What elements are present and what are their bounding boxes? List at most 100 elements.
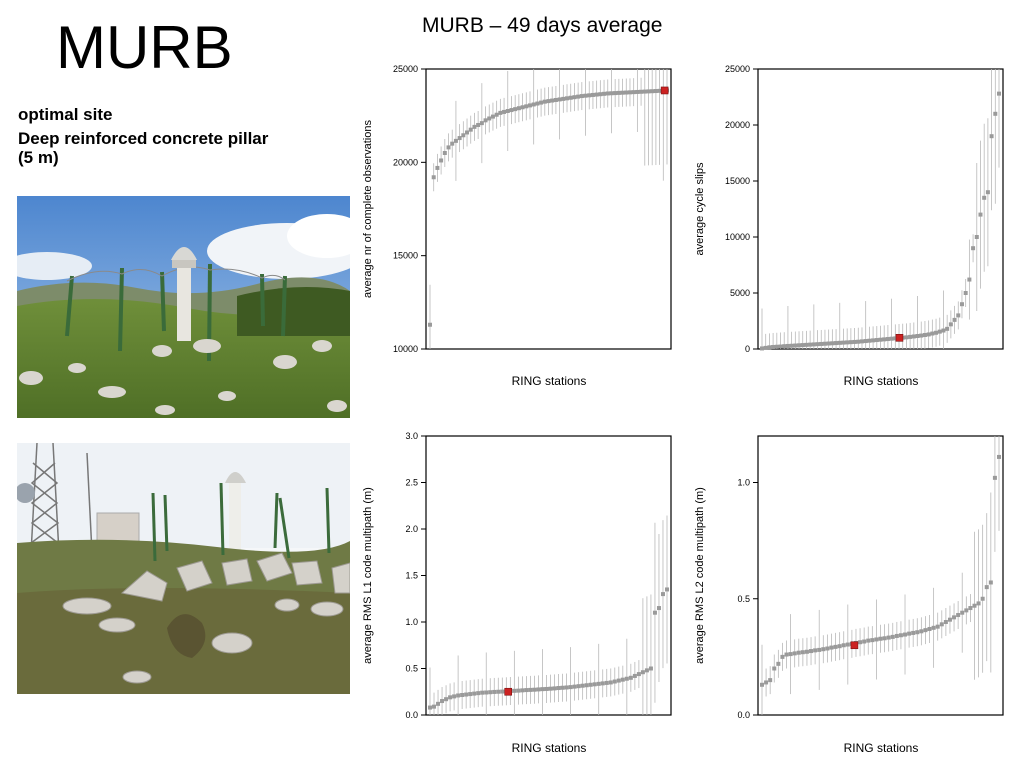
chart4-ylabel: average RMS L2 code multipath (m)	[694, 487, 706, 664]
chart3-point	[656, 606, 661, 611]
chart2-point	[771, 344, 776, 349]
chart1-point	[520, 105, 525, 110]
chart2-point	[885, 337, 890, 342]
chart4-point	[915, 630, 920, 635]
chart1-ytick-label: 20000	[393, 157, 418, 167]
chart4-point	[862, 639, 867, 644]
chart1-point	[561, 96, 566, 101]
chart4-point	[907, 631, 912, 636]
chart2-point	[904, 335, 909, 340]
chart4-point	[837, 644, 842, 649]
chart4-point	[772, 666, 777, 671]
chart1-point	[646, 89, 651, 94]
chart1-point	[442, 151, 447, 155]
chart2-point	[878, 337, 883, 342]
chart4-frame	[757, 435, 1004, 716]
chart2-point	[834, 341, 839, 346]
chart4-point	[841, 643, 846, 648]
chart1-point	[576, 94, 581, 99]
chart1-frame	[425, 68, 672, 350]
chart3-point	[556, 686, 561, 691]
chart3-point	[648, 666, 653, 671]
chart1-point	[568, 95, 573, 100]
chart1-point	[661, 88, 666, 93]
chart2-point	[911, 334, 916, 339]
charts-title: MURB – 49 days average	[422, 14, 663, 37]
chart4-point	[947, 617, 952, 622]
chart3-ytick-label: 2.0	[405, 524, 418, 534]
chart4-ytick-label: 0.0	[737, 710, 750, 720]
chart4-point	[849, 641, 854, 646]
site-quality-label: optimal site	[18, 105, 113, 124]
chart4-point	[984, 585, 989, 590]
chart2-ytick-label: 0	[745, 344, 750, 354]
chart3-point	[480, 690, 485, 695]
chart2-point	[993, 111, 998, 116]
chart3-point	[496, 689, 501, 694]
chart2-point	[963, 291, 968, 295]
chart3-point	[516, 688, 521, 693]
chart1-point	[428, 322, 432, 327]
chart3-ytick-label: 3.0	[405, 431, 418, 441]
chart3-point	[576, 684, 581, 689]
chart1-xlabel: RING stations	[511, 374, 587, 388]
chart3-point	[608, 680, 613, 685]
chart4-point	[760, 682, 764, 687]
chart4-point	[972, 603, 977, 608]
chart1-point	[457, 136, 462, 141]
monument-height: (5 m)	[18, 148, 59, 167]
chart4-point	[833, 644, 838, 649]
chart2-point	[760, 346, 764, 351]
chart2-point	[882, 337, 887, 342]
chart2-point	[763, 345, 768, 350]
chart3-point	[436, 701, 441, 706]
chart4-point	[919, 629, 924, 634]
chart2-point	[915, 334, 920, 339]
slide-title: MURB	[56, 14, 233, 81]
chart3-point	[600, 681, 605, 686]
chart1-point	[583, 93, 588, 98]
chart4-point	[894, 633, 899, 638]
chart1-point	[553, 97, 558, 102]
chart4-point	[800, 650, 805, 655]
chart4-point	[976, 601, 981, 606]
monument-description: Deep reinforced concrete pillar	[18, 129, 269, 148]
chart3-point	[448, 695, 453, 700]
chart1-point	[579, 94, 584, 99]
chart1-point	[490, 114, 495, 119]
chart1-point	[479, 121, 484, 126]
chart4-point	[853, 640, 858, 645]
chart3-ytick-label: 0.0	[405, 710, 418, 720]
chart1-point	[542, 99, 547, 104]
chart1-point	[557, 97, 562, 102]
chart2-point	[863, 339, 868, 344]
chart3-point	[532, 687, 537, 692]
chart2-point	[856, 339, 861, 344]
chart2-point	[822, 341, 827, 346]
chart4-point	[878, 636, 883, 641]
chart3-point	[564, 685, 569, 690]
chart1-point	[476, 123, 481, 127]
chart2-point	[908, 334, 913, 339]
chart2-point	[815, 342, 820, 347]
chart2-point	[800, 343, 805, 348]
chart3-ytick-label: 2.5	[405, 478, 418, 488]
chart1-point	[509, 108, 514, 113]
chart3-point	[468, 692, 473, 697]
chart2-point	[948, 322, 953, 327]
chart3-point	[616, 678, 621, 683]
chart4-point	[886, 635, 891, 640]
chart3-point	[652, 610, 657, 615]
chart4-point	[804, 649, 809, 654]
chart4-point	[780, 654, 785, 659]
chart3-point	[432, 704, 437, 709]
chart1-point	[639, 89, 644, 94]
chart1-point	[642, 89, 647, 94]
chart4-point	[931, 625, 936, 630]
chart2-point	[971, 246, 976, 251]
chart3-point	[428, 705, 432, 710]
chart4-point	[866, 638, 871, 643]
chart2-point	[789, 343, 794, 348]
chart3-point	[632, 673, 637, 678]
chart1-point	[431, 175, 436, 180]
